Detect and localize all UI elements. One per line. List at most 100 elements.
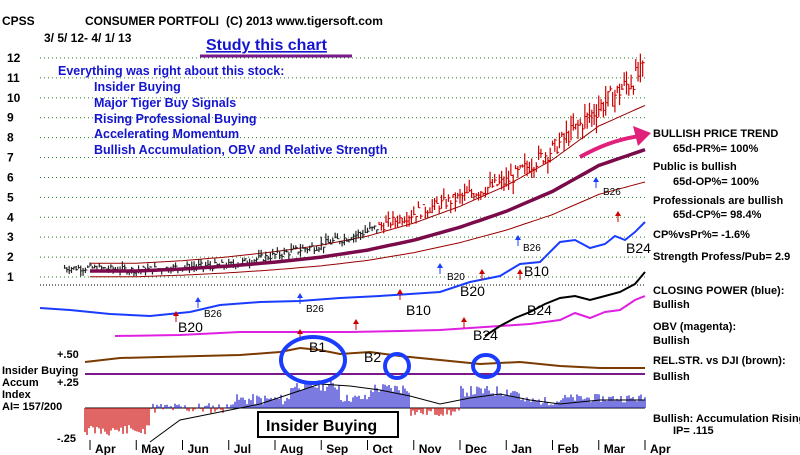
- note-4: Accelerating Momentum: [94, 127, 239, 141]
- date-range-label: 3/ 5/ 12- 4/ 1/ 13: [44, 31, 132, 45]
- y-tick-label: 10: [7, 91, 21, 105]
- signal-b26: B26: [523, 243, 541, 254]
- right-label-13: Bullish: [653, 371, 690, 383]
- y-tick-label: 1: [7, 270, 14, 284]
- right-label-5: 65d-CP%= 98.4%: [673, 209, 762, 221]
- x-tick-label: Jun: [188, 442, 209, 455]
- accum-level: +.25: [57, 377, 79, 389]
- signal-b20: B20: [447, 272, 465, 283]
- note-1: Insider Buying: [94, 80, 181, 94]
- y-tick-label: 3: [7, 230, 14, 244]
- right-label-15: IP= .115: [673, 425, 714, 437]
- signal-b2: B2: [364, 349, 381, 365]
- study-title: Study this chart: [206, 37, 328, 54]
- signal-arrowhead: [461, 317, 467, 322]
- signal-arrowhead: [353, 319, 359, 324]
- note-0: Everything was right about this stock:: [58, 64, 284, 78]
- signal-b24: B24: [527, 302, 552, 318]
- right-label-14: Bullish: Accumulation Rising: [653, 413, 800, 425]
- closing-power-line: [39, 221, 646, 318]
- right-label-4: Professionals are bullish: [653, 195, 783, 207]
- y-tick-label: 11: [7, 71, 20, 85]
- right-label-6: CP%vsPr%= -1.6%: [653, 229, 750, 241]
- note-5: Bullish Accumulation, OBV and Relative S…: [94, 143, 387, 157]
- signal-b26: B26: [306, 304, 324, 315]
- signal-labels: B20 B26 B26 B10 B20 B20 B10 B26 B24 B24 …: [178, 187, 651, 365]
- signal-b10: B10: [524, 263, 549, 279]
- trend-arrowhead: [633, 126, 651, 146]
- upper-band: [90, 104, 646, 264]
- signal-b24: B24: [626, 240, 651, 256]
- signal-b24: B24: [473, 327, 498, 343]
- note-2: Major Tiger Buy Signals: [94, 96, 236, 110]
- right-label-1: 65d-PR%= 100%: [673, 143, 759, 155]
- right-label-9: Bullish: [653, 299, 690, 311]
- rel-str-level: +.50: [57, 349, 79, 361]
- insider-circle-aug: [279, 335, 347, 385]
- x-tick-label: Jul: [234, 442, 251, 455]
- signal-arrowhead: [437, 263, 443, 268]
- symbol-label: CPSS: [2, 14, 35, 28]
- signal-b1: B1: [309, 339, 326, 355]
- x-axis-ticks: Apr May Jun Jul Aug Sep Oct Nov Dec Jan Feb Mar Apr: [89, 440, 671, 455]
- y-tick-label: 5: [7, 190, 14, 204]
- lower-band: [90, 181, 646, 278]
- signal-b20: B20: [178, 319, 203, 335]
- signal-arrowhead: [515, 235, 521, 240]
- accum-title-1: Insider Buying: [2, 365, 78, 377]
- accum-low: -.25: [57, 433, 76, 445]
- right-labels: BULLISH PRICE TREND 65d-PR%= 100% Public…: [653, 128, 800, 437]
- note-3: Rising Professional Buying: [94, 112, 257, 126]
- signal-b26: B26: [603, 187, 621, 198]
- moving-average-line: [90, 147, 646, 273]
- signal-b26: B26: [204, 309, 222, 320]
- x-tick-label: Oct: [373, 442, 393, 455]
- x-tick-label: Apr: [95, 442, 116, 455]
- x-tick-label: Sep: [326, 442, 348, 455]
- y-tick-label: 9: [7, 111, 14, 125]
- trend-arrow: [579, 134, 641, 159]
- signal-arrowhead: [517, 269, 523, 274]
- x-tick-label: Jan: [511, 442, 532, 455]
- company-label: CONSUMER PORTFOLI: [85, 14, 219, 28]
- y-tick-label: 12: [7, 51, 21, 65]
- x-tick-label: Feb: [558, 442, 579, 455]
- price-band: [90, 104, 646, 278]
- signal-arrowhead: [397, 289, 403, 294]
- y-tick-label: 2: [7, 250, 14, 264]
- insider-circle-dec: [471, 353, 501, 379]
- signal-arrowhead: [297, 329, 303, 334]
- x-tick-label: May: [141, 442, 165, 455]
- insider-buying-box: [257, 411, 399, 438]
- y-tick-label: 7: [7, 151, 14, 165]
- right-label-12: REL.STR. vs DJI (brown):: [653, 355, 786, 367]
- right-label-3: 65d-OP%= 100%: [673, 176, 759, 188]
- accum-title-2: Accum: [2, 377, 39, 389]
- signal-arrowhead: [195, 297, 201, 302]
- insider-buying-box-label: Insider Buying: [266, 418, 377, 435]
- right-label-0: BULLISH PRICE TREND: [653, 128, 778, 140]
- insider-circle-oct: [383, 352, 411, 380]
- black-indicator-line: [484, 271, 646, 337]
- accumulation-average-line: [149, 383, 645, 443]
- x-tick-label: Nov: [419, 442, 442, 455]
- right-label-10: OBV (magenta):: [653, 321, 736, 333]
- y-tick-label: 8: [7, 131, 14, 145]
- accum-title-3: Index: [2, 389, 32, 401]
- signal-b20: B20: [460, 283, 485, 299]
- signal-b10: B10: [406, 302, 431, 318]
- x-tick-label: Apr: [650, 442, 671, 455]
- y-tick-label: 4: [7, 210, 14, 224]
- x-tick-label: Mar: [604, 442, 626, 455]
- signal-arrowhead: [297, 293, 303, 298]
- copyright-label: (C) 2013 www.tigersoft.com: [226, 14, 383, 28]
- ai-value: AI= 157/200: [2, 401, 62, 413]
- signal-arrows: [173, 177, 621, 340]
- signal-arrowhead: [615, 211, 621, 216]
- notes-block: Everything was right about this stock: I…: [58, 64, 387, 157]
- right-label-7: Strength Profess/Pub= 2.9: [653, 251, 790, 263]
- right-label-2: Public is bullish: [653, 161, 737, 173]
- right-label-11: Bullish: [653, 335, 690, 347]
